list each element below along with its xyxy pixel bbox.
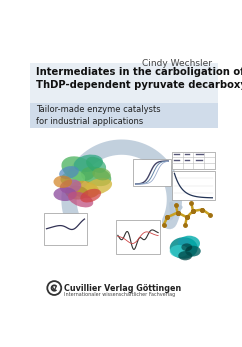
Ellipse shape — [53, 176, 72, 188]
Ellipse shape — [60, 179, 81, 194]
Ellipse shape — [60, 171, 85, 186]
Ellipse shape — [178, 251, 192, 260]
Ellipse shape — [74, 154, 103, 172]
Ellipse shape — [181, 243, 192, 251]
FancyBboxPatch shape — [115, 220, 160, 254]
Circle shape — [50, 284, 59, 292]
Text: Intermediates in the carboligation of the
ThDP-dependent pyruvate decarboxylase: Intermediates in the carboligation of th… — [37, 67, 242, 90]
Ellipse shape — [170, 237, 198, 259]
Ellipse shape — [65, 186, 88, 200]
Ellipse shape — [68, 192, 93, 208]
Ellipse shape — [61, 156, 95, 181]
Ellipse shape — [92, 168, 111, 180]
Ellipse shape — [185, 246, 201, 256]
Ellipse shape — [59, 166, 79, 179]
Ellipse shape — [177, 238, 190, 246]
FancyBboxPatch shape — [172, 152, 215, 169]
Ellipse shape — [80, 189, 101, 203]
Ellipse shape — [86, 157, 106, 173]
FancyBboxPatch shape — [172, 171, 215, 200]
FancyBboxPatch shape — [44, 213, 87, 245]
FancyBboxPatch shape — [133, 159, 171, 186]
Text: Tailor-made enzyme catalysts
for industrial applications: Tailor-made enzyme catalysts for industr… — [37, 105, 161, 126]
Ellipse shape — [85, 178, 112, 195]
Text: Internationaler wissenschaftlicher Fachverlag: Internationaler wissenschaftlicher Fachv… — [64, 292, 176, 297]
Ellipse shape — [53, 187, 77, 201]
Ellipse shape — [70, 181, 99, 198]
Ellipse shape — [178, 236, 200, 251]
Ellipse shape — [170, 245, 188, 257]
Ellipse shape — [81, 167, 111, 186]
FancyBboxPatch shape — [30, 103, 218, 128]
Text: Cuvillier Verlag Göttingen: Cuvillier Verlag Göttingen — [64, 284, 182, 293]
FancyBboxPatch shape — [30, 63, 218, 121]
Text: Cindy Wechsler: Cindy Wechsler — [142, 59, 212, 68]
